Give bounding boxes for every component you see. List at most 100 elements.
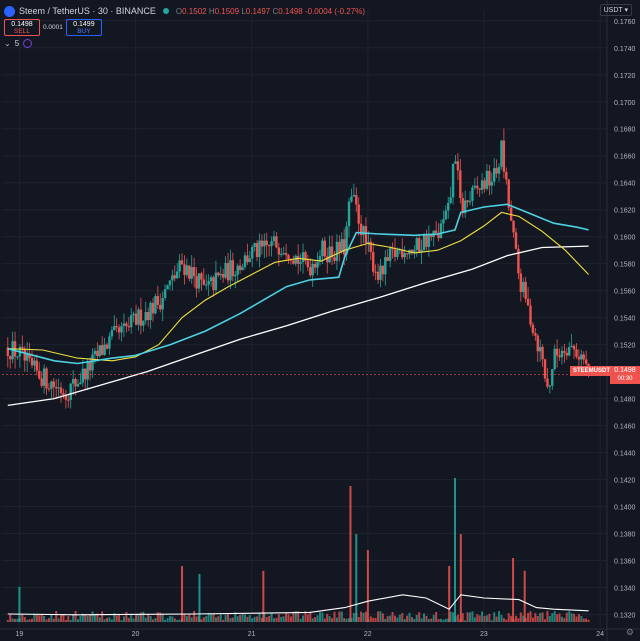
candle-body — [52, 381, 55, 387]
gear-icon[interactable]: ⚙ — [625, 627, 634, 637]
volume-bar — [57, 618, 60, 622]
candle-body — [558, 355, 561, 358]
volume-bar — [115, 615, 118, 622]
volume-bar — [384, 618, 387, 622]
volume-bar — [166, 618, 169, 622]
volume-bar — [517, 618, 520, 622]
y-tick-label: 0.1420 — [614, 478, 636, 485]
volume-bar — [93, 613, 96, 622]
volume-bar — [364, 611, 367, 622]
price-axis[interactable]: 0.1760 0.1740 0.1720 0.1700 0.1680 0.1660 0.16… — [614, 19, 636, 620]
volume-bar — [448, 566, 451, 622]
candle-body — [130, 315, 133, 328]
x-tick-label: 20 — [132, 631, 140, 638]
candle-body — [342, 239, 346, 255]
candle-body — [321, 240, 324, 257]
candle-body — [514, 232, 518, 249]
volume-bar — [565, 612, 568, 622]
candle-body — [214, 272, 218, 291]
volume-bar — [110, 619, 113, 622]
candle-body — [294, 255, 297, 264]
candle-body — [96, 350, 99, 357]
candle-body — [480, 180, 484, 190]
volume-bar — [91, 611, 94, 622]
candle-body — [45, 368, 48, 389]
volume-bar — [171, 616, 174, 622]
candle-body — [364, 226, 368, 244]
volume-bar — [214, 617, 217, 622]
volume-bar — [563, 617, 566, 622]
candle-body — [437, 233, 440, 239]
volume-bar — [135, 614, 138, 622]
candle-body — [30, 357, 34, 366]
candle-body — [156, 296, 160, 305]
candle-body — [362, 226, 365, 236]
volume-bar — [539, 612, 542, 622]
volume-bar — [556, 614, 559, 622]
indicators-toggle[interactable]: ⌄ 5 — [4, 39, 33, 48]
candle-body — [316, 261, 319, 268]
volume-bar — [260, 617, 263, 622]
volume-bar — [514, 615, 517, 622]
symbol-title[interactable]: Steem / TetherUS · 30 · BINANCE — [19, 6, 156, 16]
volume-bar — [280, 616, 283, 622]
volume-bar — [340, 611, 343, 622]
volume-bar — [168, 616, 171, 622]
candle-body — [478, 188, 481, 190]
candle-body — [405, 253, 409, 255]
currency-button[interactable]: USDT ▾ — [599, 4, 632, 16]
candle-body — [512, 220, 515, 233]
candle-body — [434, 230, 438, 234]
candle-body — [359, 223, 363, 236]
volume-bar — [164, 619, 167, 622]
volume-bar — [52, 618, 55, 622]
volume-bar — [432, 614, 435, 622]
volume-bar — [500, 614, 503, 622]
volume-bar — [476, 614, 479, 622]
candle-body — [340, 239, 343, 252]
candle-body — [149, 302, 152, 321]
candle-body — [93, 350, 97, 355]
volume-bar — [277, 614, 280, 622]
candle-body — [493, 168, 496, 182]
indicator-icon[interactable] — [23, 39, 33, 48]
sell-button[interactable]: 0.1498 SELL — [4, 19, 40, 36]
volume-bar — [243, 614, 246, 622]
candle-body — [28, 353, 31, 358]
volume-bar — [469, 612, 472, 622]
candle-body — [205, 284, 208, 286]
candle-body — [59, 387, 63, 394]
volume-bar — [287, 614, 290, 622]
volume-bar — [568, 611, 571, 622]
volume-bar — [144, 617, 147, 622]
volume-bar — [502, 618, 505, 622]
volume-bar — [60, 615, 63, 622]
time-axis[interactable]: 19 20 21 22 23 24 — [15, 631, 604, 638]
y-tick-label: 0.1700 — [614, 100, 636, 107]
volume-bar — [439, 618, 442, 622]
buy-button[interactable]: 0.1499 BUY — [65, 19, 102, 36]
candle-body — [529, 305, 532, 325]
volume-bar — [33, 613, 36, 622]
candle-body — [488, 170, 491, 186]
candle-body — [69, 383, 72, 401]
volume-bar — [181, 566, 184, 622]
candle-body — [284, 253, 288, 256]
volume-bar — [205, 616, 208, 622]
volume-bar — [544, 619, 547, 622]
indicator-count: 5 — [14, 39, 20, 48]
y-tick-label: 0.1540 — [614, 316, 636, 323]
volume-bar — [35, 614, 38, 622]
candle-body — [64, 395, 68, 400]
volume-bar — [529, 611, 532, 622]
candle-body — [183, 264, 186, 275]
y-tick-label: 0.1440 — [614, 451, 636, 458]
volume-bar — [79, 616, 82, 622]
candle-body — [251, 246, 254, 259]
volume-bar — [125, 611, 128, 622]
volume-bar — [527, 612, 530, 622]
volume-bar — [224, 614, 227, 622]
candle-body — [120, 326, 123, 333]
candle-body — [379, 265, 382, 280]
